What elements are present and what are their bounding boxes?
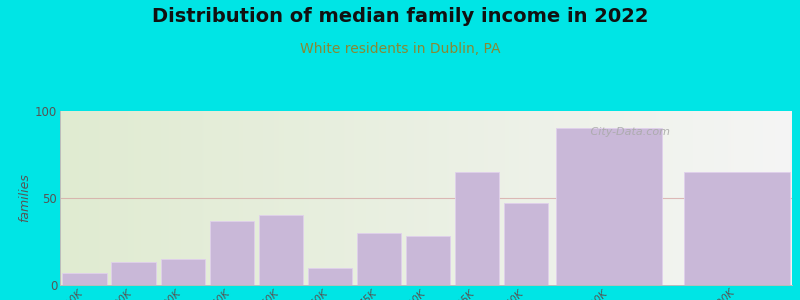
Bar: [111, 262, 156, 285]
Bar: [504, 203, 548, 285]
Bar: [307, 268, 352, 285]
Bar: [357, 233, 401, 285]
Bar: [684, 172, 790, 285]
Bar: [161, 259, 205, 285]
Bar: [62, 273, 106, 285]
Bar: [556, 128, 662, 285]
Bar: [210, 220, 254, 285]
Text: Distribution of median family income in 2022: Distribution of median family income in …: [152, 8, 648, 26]
Bar: [406, 236, 450, 285]
Text: City-Data.com: City-Data.com: [587, 127, 670, 137]
Bar: [454, 172, 499, 285]
Bar: [258, 215, 302, 285]
Text: White residents in Dublin, PA: White residents in Dublin, PA: [300, 42, 500, 56]
Y-axis label: families: families: [18, 174, 31, 222]
